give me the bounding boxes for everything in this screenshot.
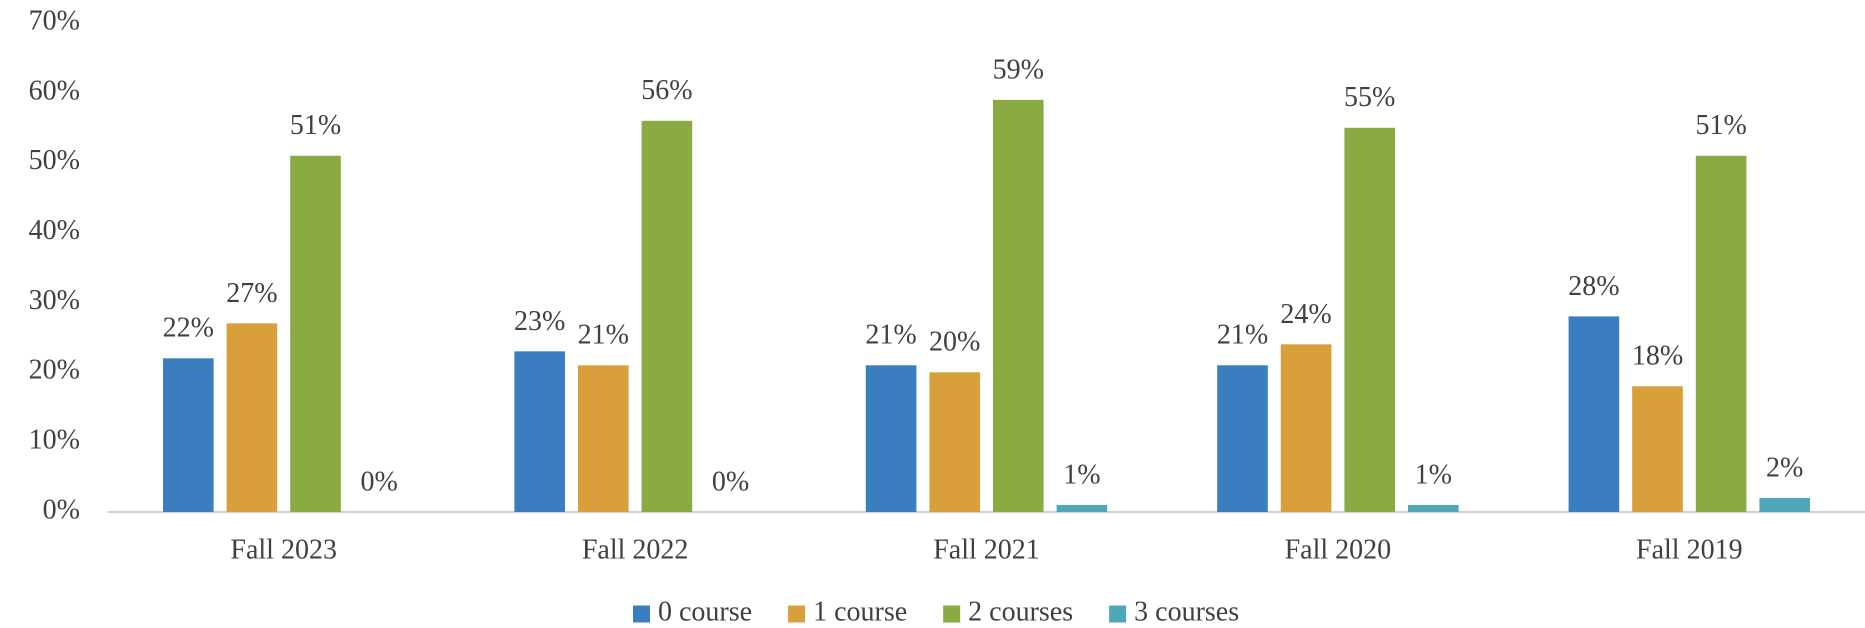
legend-label: 0 course	[658, 596, 752, 627]
bar	[865, 365, 917, 512]
bar	[1695, 155, 1747, 512]
value-label: 51%	[1695, 110, 1746, 141]
bar	[993, 99, 1044, 512]
y-tick-label: 60%	[29, 75, 80, 106]
bar	[1759, 498, 1811, 512]
value-label: 27%	[226, 278, 277, 309]
y-tick-label: 30%	[29, 285, 80, 316]
legend-swatch	[1109, 605, 1127, 623]
bar	[1344, 127, 1396, 513]
value-label: 21%	[578, 320, 629, 351]
y-tick-label: 50%	[29, 145, 80, 176]
bar	[290, 155, 341, 512]
legend-label: 1 course	[813, 596, 907, 627]
bar	[929, 372, 980, 512]
legend-swatch	[788, 605, 806, 623]
value-label: 23%	[514, 306, 565, 337]
bar	[1408, 505, 1459, 512]
value-label: 21%	[865, 320, 916, 351]
bar	[641, 120, 693, 513]
value-label: 56%	[641, 75, 692, 106]
bar	[1280, 344, 1332, 512]
x-tick-label: Fall 2022	[582, 534, 689, 565]
value-label: 18%	[1632, 341, 1683, 372]
x-tick-label: Fall 2019	[1636, 534, 1743, 565]
legend-label: 3 courses	[1134, 596, 1239, 627]
value-label: 24%	[1280, 299, 1331, 330]
y-tick-label: 0%	[43, 494, 80, 525]
value-label: 1%	[1063, 459, 1100, 490]
bar	[162, 358, 214, 512]
bar	[226, 323, 278, 512]
y-tick-label: 40%	[29, 215, 80, 246]
value-label: 22%	[163, 313, 214, 344]
legend-label: 2 courses	[968, 596, 1073, 627]
x-tick-label: Fall 2020	[1285, 534, 1392, 565]
value-label: 28%	[1568, 271, 1619, 302]
bar	[1632, 386, 1683, 512]
value-label: 0%	[360, 466, 397, 497]
bar	[1217, 365, 1268, 512]
y-tick-label: 10%	[29, 425, 80, 456]
bar	[1568, 316, 1620, 512]
value-label: 20%	[929, 327, 980, 358]
value-label: 51%	[290, 110, 341, 141]
bar	[577, 365, 629, 512]
legend-swatch	[633, 605, 650, 623]
value-label: 55%	[1344, 82, 1395, 113]
bar	[1056, 505, 1108, 512]
legend-swatch	[943, 605, 961, 623]
bar	[514, 351, 565, 512]
y-tick-label: 20%	[29, 355, 80, 386]
x-tick-label: Fall 2023	[230, 534, 337, 565]
value-label: 21%	[1217, 320, 1268, 351]
y-tick-label: 70%	[29, 5, 80, 36]
value-label: 1%	[1415, 459, 1452, 490]
value-label: 0%	[712, 466, 749, 497]
x-tick-label: Fall 2021	[933, 534, 1040, 565]
value-label: 2%	[1766, 452, 1803, 483]
value-label: 59%	[993, 54, 1044, 85]
